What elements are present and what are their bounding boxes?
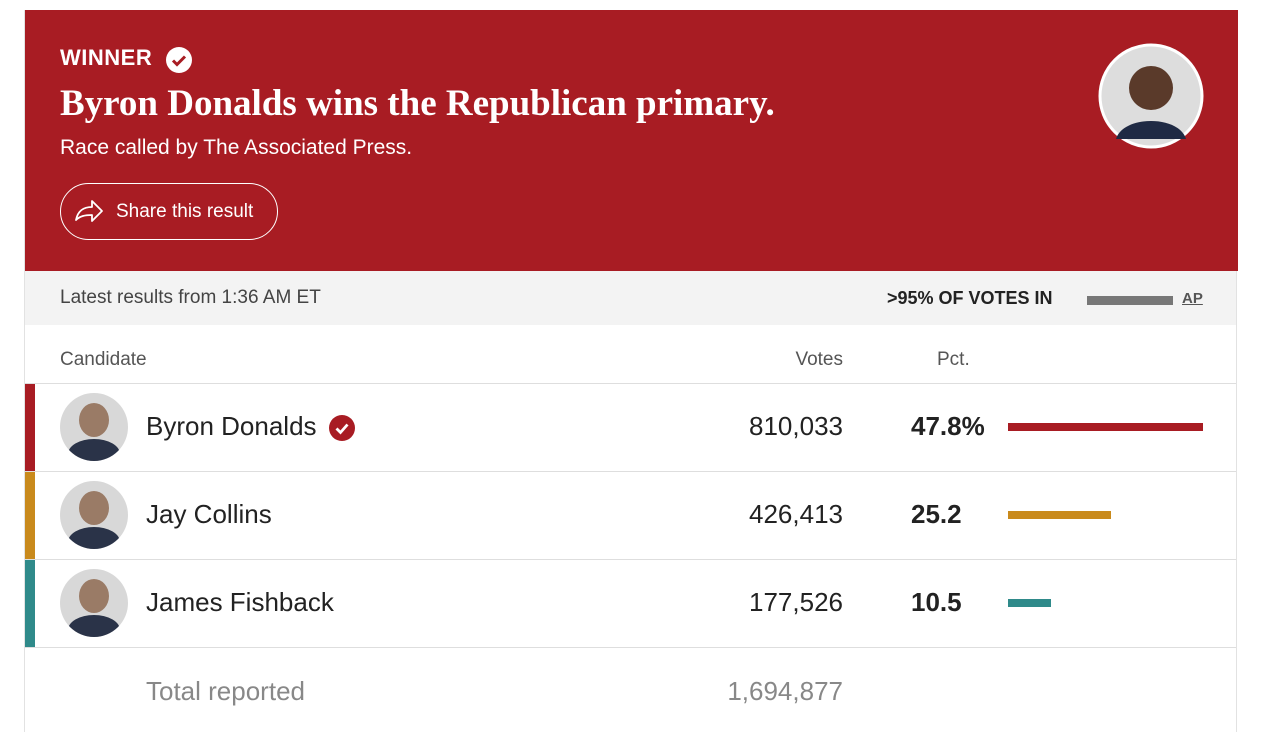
winner-label: WINNER [60,45,153,70]
check-mark [335,423,349,435]
reporting-label: >95% OF VOTES IN [887,288,1053,308]
header-votes: Votes [795,349,843,370]
share-label: Share this result [116,201,254,222]
candidate-pct: 47.8% [911,411,985,441]
photo-body [68,615,120,637]
candidate-votes: 810,033 [749,411,843,441]
candidate-votes: 426,413 [749,499,843,529]
photo-head [79,491,109,525]
candidate-row: Jay Collins 426,413 25.2 [25,471,1236,559]
pct-bar [1008,599,1051,607]
party-stripe [25,472,35,559]
total-votes: 1,694,877 [727,676,843,706]
winner-photo [1098,43,1204,149]
header-candidate: Candidate [60,349,147,370]
photo-head [79,579,109,613]
candidate-votes: 177,526 [749,587,843,617]
reporting-bar [1087,296,1173,305]
share-button[interactable]: Share this result [60,183,278,240]
results-card: WINNER Byron Donalds wins the Republican… [24,10,1238,732]
candidate-photo [60,569,128,637]
candidate-row: Byron Donalds 810,033 47.8% [25,383,1236,471]
candidate-name: Byron Donalds [146,411,317,441]
share-icon [75,200,103,222]
candidate-name: Jay Collins [146,499,272,529]
status-bar: Latest results from 1:36 AM ET >95% OF V… [25,271,1236,325]
party-stripe [25,560,35,647]
candidate-name: James Fishback [146,587,334,617]
photo-body [68,527,120,549]
winner-check [329,415,355,441]
party-stripe [25,384,35,471]
candidate-photo [60,393,128,461]
pct-bar [1008,423,1204,431]
candidate-pct: 25.2 [911,499,962,529]
candidate-row: James Fishback 177,526 10.5 [25,559,1236,647]
photo-body [68,439,120,461]
banner-subtitle: Race called by The Associated Press. [60,136,413,159]
candidate-pct: 10.5 [911,587,962,617]
source-link[interactable]: AP [1182,290,1203,307]
updated-time: Latest results from 1:36 AM ET [60,287,321,308]
photo-head [79,403,109,437]
pct-bar [1008,511,1111,519]
header-pct: Pct. [937,349,970,370]
total-row: Total reported 1,694,877 [25,647,1236,732]
banner-title: Byron Donalds wins the Republican primar… [60,83,775,124]
winner-banner: WINNER Byron Donalds wins the Republican… [25,10,1238,271]
total-label: Total reported [146,676,305,706]
candidate-photo [60,481,128,549]
winner-check [166,47,192,73]
